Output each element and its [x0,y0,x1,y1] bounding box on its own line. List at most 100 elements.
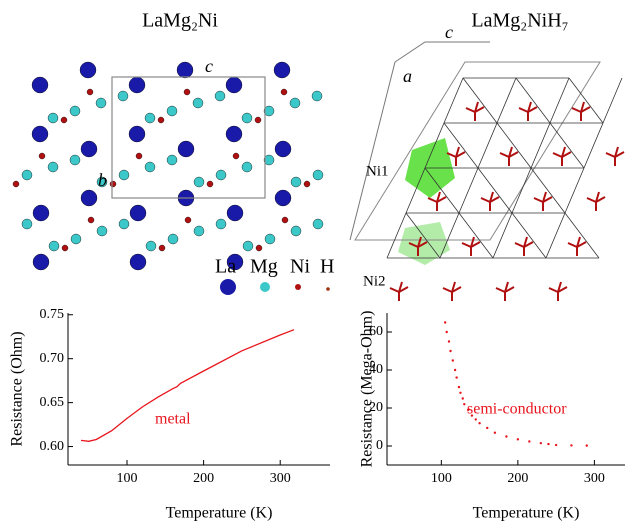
atom [32,77,48,93]
atom [216,170,226,180]
right-structure [355,62,624,301]
data-point [448,340,450,342]
atom [193,98,203,108]
atom [70,155,80,165]
x-tick-label: 300 [584,471,605,486]
ni-h-bond [390,288,399,292]
data-point [471,414,473,416]
atom [243,241,253,251]
data-point [454,369,456,371]
data-point [458,386,460,388]
cell-edge [395,42,490,62]
bond [565,168,584,213]
atom [184,89,190,95]
ni-h-bond [549,288,558,292]
legend-label: H [320,256,334,278]
atom [81,141,97,157]
atom [194,177,204,187]
x-tick-label: 200 [507,471,528,486]
atom [242,162,252,172]
cell-edge [350,62,395,240]
x-tick-label: 100 [431,471,452,486]
figure: LaMg₂Ni LaMg₂NiH₇ c b c a Ni1 Ni2 La Mg … [0,0,629,525]
data-point [445,331,447,333]
ni-h-bond [534,198,543,202]
axis-letter: a [403,66,412,86]
atom [290,98,300,108]
data-point [452,359,454,361]
atom [226,77,242,93]
atom [194,226,204,236]
x-tick-label: 100 [116,471,137,486]
ni-h-bond [568,243,577,247]
atom [119,219,129,229]
annotation: metal [155,411,191,428]
atom [119,170,129,180]
ni-h-bond [496,288,505,292]
atom [158,117,164,123]
bond [546,213,565,258]
ni-h-bond [443,288,452,292]
atom [265,234,275,244]
atom [145,113,155,123]
atom [22,170,32,180]
data-point [462,397,464,399]
y-tick-label: 0 [376,438,383,453]
data-point [478,422,480,424]
atom [81,190,97,206]
bond [459,213,493,258]
ni-h-bond [572,108,581,112]
data-point [540,442,542,444]
atom [242,113,252,123]
atom [62,245,68,251]
x-tick-label: 200 [193,471,214,486]
atom [80,62,96,78]
atom [304,181,310,187]
atom [216,219,226,229]
atom [88,217,94,223]
atom [97,226,107,236]
atom [291,226,301,236]
bond [516,78,550,123]
atom [96,98,106,108]
bond [550,123,584,168]
ni-h-bond [553,153,562,157]
atom [22,219,32,229]
legend-atom [220,279,236,295]
data-point [555,444,557,446]
legend-atom [326,287,330,291]
atom [275,141,291,157]
atom [233,153,239,159]
x-axis-label: Temperature (K) [473,505,580,522]
data-point [455,376,457,378]
bond [512,213,546,258]
atom [48,162,58,172]
axis-letter: b [98,170,107,190]
site-label: Ni1 [366,163,389,179]
bond [478,168,512,213]
y-axis-label: Resistance (Mega-Ohm) [359,311,376,468]
atom [118,91,128,101]
x-axis-label: Temperature (K) [166,505,273,522]
atom [61,117,67,123]
atom [178,141,194,157]
atom [13,181,19,187]
data-point [486,427,488,429]
legend-label: La [215,256,236,278]
atom [48,113,58,123]
ni-h-bond [519,108,528,112]
atom [136,153,142,159]
bond [512,168,531,213]
data-point [570,444,572,446]
ni-h-bond [587,198,596,202]
atom [32,126,48,142]
atom [215,91,225,101]
atom [313,219,323,229]
data-point [517,438,519,440]
atom [274,62,290,78]
bond [531,168,565,213]
bond [584,123,603,168]
bond [603,78,622,123]
x-tick-label: 300 [270,471,291,486]
site-label: Ni2 [363,273,386,289]
